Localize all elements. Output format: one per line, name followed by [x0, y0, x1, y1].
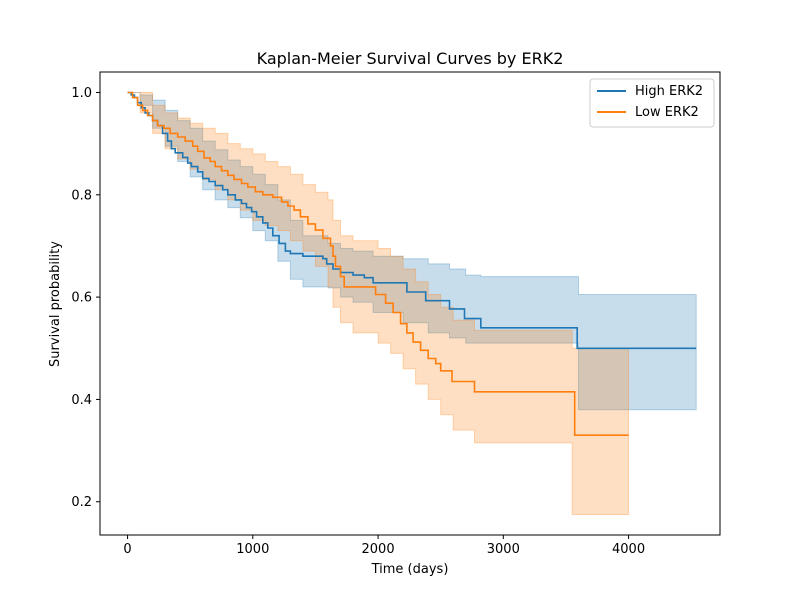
ci-band-high-erk2	[127, 92, 697, 411]
survival-curves	[127, 91, 697, 437]
legend-label-high-erk2: High ERK2	[635, 84, 703, 99]
x-axis-label: Time (days)	[371, 562, 449, 577]
y-axis-ticks: 0.2 0.4 0.6 0.8 1.0	[71, 86, 100, 510]
plot-area-frame	[99, 71, 721, 536]
y-tick-label: 0.6	[71, 291, 92, 306]
y-tick-label: 0.4	[71, 393, 92, 408]
x-tick-label: 0	[123, 542, 131, 557]
chart-title: Kaplan-Meier Survival Curves by ERK2	[257, 49, 564, 68]
y-tick-label: 0.2	[71, 495, 92, 510]
legend-label-low-erk2: Low ERK2	[635, 105, 699, 120]
x-tick-label: 2000	[362, 542, 395, 557]
x-axis-ticks: 0 1000 2000 3000 4000	[123, 535, 645, 557]
y-tick-label: 1.0	[71, 86, 92, 101]
y-tick-label: 0.8	[71, 188, 92, 203]
y-axis-label: Survival probability	[48, 241, 63, 367]
x-tick-label: 3000	[487, 542, 520, 557]
x-tick-label: 1000	[236, 542, 269, 557]
ci-band-low-erk2	[127, 92, 630, 515]
survival-curve-low-erk2	[127, 91, 629, 437]
confidence-bands	[127, 92, 697, 515]
chart-legend: High ERK2 Low ERK2	[589, 78, 715, 128]
x-tick-label: 4000	[612, 542, 645, 557]
